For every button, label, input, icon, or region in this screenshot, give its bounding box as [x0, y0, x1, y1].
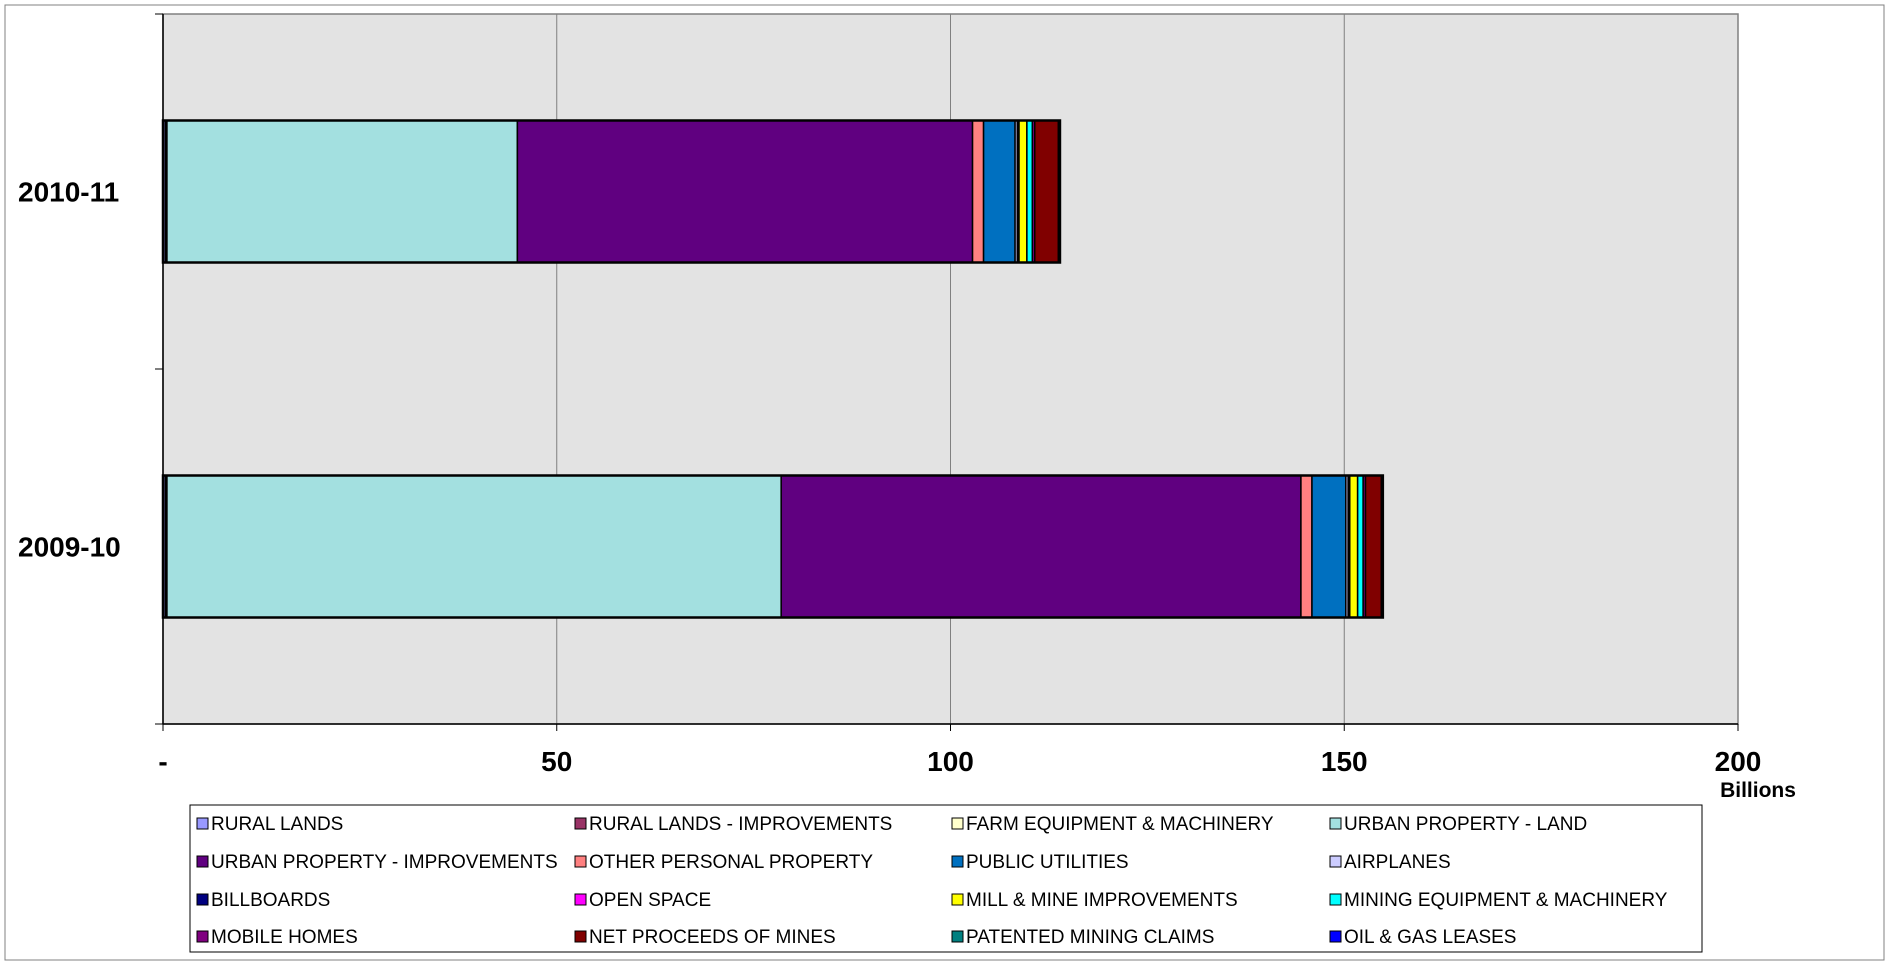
- bar-segment-2009-10-mill-mine-improvements: [1349, 474, 1359, 619]
- legend-label: OPEN SPACE: [589, 890, 711, 911]
- legend-label: MOBILE HOMES: [211, 927, 358, 948]
- legend-item-mobile-homes: MOBILE HOMES: [196, 927, 358, 948]
- bar-segment-2010-11-net-proceeds-of-mines: [1034, 119, 1060, 264]
- legend-item-mill-mine-improvements: MILL & MINE IMPROVEMENTS: [951, 890, 1238, 911]
- x-unit-label: Billions: [1720, 779, 1796, 802]
- legend-label: RURAL LANDS - IMPROVEMENTS: [589, 814, 892, 835]
- bar-segment-2009-10-net-proceeds-of-mines: [1364, 474, 1383, 619]
- legend-item-rural-lands-improvements: RURAL LANDS - IMPROVEMENTS: [574, 814, 892, 835]
- category-label-2010-11: 2010-11: [18, 177, 119, 208]
- bar-segment-2010-11-public-utilities: [982, 119, 1016, 264]
- legend-item-oil-gas-leases: OIL & GAS LEASES: [1329, 927, 1516, 948]
- legend-swatch: [196, 893, 209, 906]
- legend-swatch: [196, 817, 209, 830]
- legend-item-other-personal-property: OTHER PERSONAL PROPERTY: [574, 852, 873, 873]
- legend-label: PUBLIC UTILITIES: [966, 852, 1129, 873]
- bar-segment-2009-10-other-personal-property: [1300, 474, 1313, 619]
- legend-swatch: [574, 855, 587, 868]
- legend-swatch: [951, 855, 964, 868]
- x-tick-label: 50: [541, 746, 572, 777]
- legend-item-urban-property-improvements: URBAN PROPERTY - IMPROVEMENTS: [196, 852, 558, 873]
- legend-swatch: [951, 817, 964, 830]
- legend: RURAL LANDS RURAL LANDS - IMPROVEMENTS FAR…: [189, 804, 1703, 953]
- x-tick-label: 200: [1715, 746, 1762, 777]
- legend-label: OIL & GAS LEASES: [1344, 927, 1516, 948]
- legend-item-rural-lands: RURAL LANDS: [196, 814, 343, 835]
- category-label-2009-10: 2009-10: [18, 532, 121, 563]
- legend-swatch: [1329, 893, 1342, 906]
- legend-label: RURAL LANDS: [211, 814, 343, 835]
- legend-label: NET PROCEEDS OF MINES: [589, 927, 836, 948]
- legend-label: URBAN PROPERTY - LAND: [1344, 814, 1587, 835]
- legend-label: PATENTED MINING CLAIMS: [966, 927, 1214, 948]
- legend-swatch: [574, 893, 587, 906]
- legend-swatch: [951, 930, 964, 943]
- legend-swatch: [1329, 817, 1342, 830]
- legend-label: MINING EQUIPMENT & MACHINERY: [1344, 890, 1668, 911]
- legend-swatch: [196, 855, 209, 868]
- bar-segment-2009-10-mining-equipment-machinery: [1356, 474, 1364, 619]
- legend-item-public-utilities: PUBLIC UTILITIES: [951, 852, 1129, 873]
- x-tick-label: 150: [1321, 746, 1368, 777]
- legend-item-mining-equipment-machinery: MINING EQUIPMENT & MACHINERY: [1329, 890, 1668, 911]
- legend-label: OTHER PERSONAL PROPERTY: [589, 852, 873, 873]
- legend-box: [189, 804, 1703, 953]
- legend-label: FARM EQUIPMENT & MACHINERY: [966, 814, 1274, 835]
- bar-segment-2010-11-mining-equipment-machinery: [1026, 119, 1034, 264]
- bar-segment-2010-11-urban-property-improvements: [516, 119, 974, 264]
- bar-segment-2010-11-other-personal-property: [971, 119, 985, 264]
- bar-segment-2010-11-mill-mine-improvements: [1018, 119, 1028, 264]
- bar-segment-2009-10-urban-property-improvements: [780, 474, 1302, 619]
- legend-item-airplanes: AIRPLANES: [1329, 852, 1451, 873]
- legend-swatch: [1329, 855, 1342, 868]
- legend-swatch: [1329, 930, 1342, 943]
- bar-segment-2010-11-urban-property-land: [166, 119, 519, 264]
- legend-swatch: [574, 930, 587, 943]
- legend-swatch: [951, 893, 964, 906]
- x-tick-label: -: [158, 746, 167, 777]
- legend-item-urban-property-land: URBAN PROPERTY - LAND: [1329, 814, 1587, 835]
- legend-label: URBAN PROPERTY - IMPROVEMENTS: [211, 852, 558, 873]
- legend-item-open-space: OPEN SPACE: [574, 890, 711, 911]
- x-tick-label: 100: [927, 746, 974, 777]
- legend-item-farm-equipment-machinery: FARM EQUIPMENT & MACHINERY: [951, 814, 1274, 835]
- legend-label: AIRPLANES: [1344, 852, 1451, 873]
- legend-item-net-proceeds-of-mines: NET PROCEEDS OF MINES: [574, 927, 836, 948]
- bars: [161, 119, 1385, 619]
- legend-item-patented-mining-claims: PATENTED MINING CLAIMS: [951, 927, 1214, 948]
- bar-segment-2009-10-public-utilities: [1311, 474, 1347, 619]
- legend-swatch: [196, 930, 209, 943]
- legend-label: BILLBOARDS: [211, 890, 330, 911]
- legend-item-billboards: BILLBOARDS: [196, 890, 330, 911]
- bar-segment-2009-10-urban-property-land: [166, 474, 782, 619]
- legend-label: MILL & MINE IMPROVEMENTS: [966, 890, 1238, 911]
- legend-swatch: [574, 817, 587, 830]
